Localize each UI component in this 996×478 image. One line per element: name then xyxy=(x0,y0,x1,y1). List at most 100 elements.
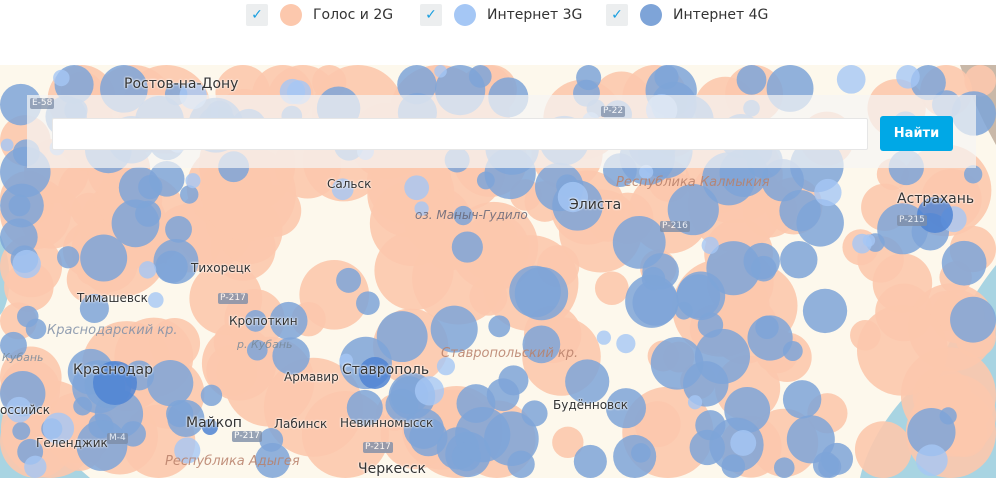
voice-2g-swatch xyxy=(280,4,302,26)
city-label: Ростов-на-Дону xyxy=(124,76,239,92)
coverage-3g-area xyxy=(616,334,636,354)
coverage-3g-area xyxy=(414,201,429,216)
coverage-3g-area xyxy=(138,261,157,279)
coverage-3g-area xyxy=(814,178,842,207)
road-badge: Р-216 xyxy=(660,221,690,232)
coverage-4g-area xyxy=(721,454,746,478)
coverage-4g-area xyxy=(12,422,31,440)
coverage-3g-area xyxy=(42,412,75,444)
internet-3g-swatch xyxy=(454,4,476,26)
city-label: Майкоп xyxy=(186,415,242,431)
city-4g-core xyxy=(93,361,137,405)
coverage-4g-area xyxy=(246,339,268,361)
coverage-4g-area xyxy=(167,399,205,437)
legend-item-internet-3g[interactable]: ✓ Интернет 3G xyxy=(420,4,582,26)
coverage-2g-area xyxy=(594,271,629,306)
city-label: Сальск xyxy=(327,177,372,191)
coverage-4g-area xyxy=(573,444,607,478)
coverage-3g-area xyxy=(434,65,447,78)
river-label: Кубань xyxy=(2,351,44,364)
coverage-3g-area xyxy=(896,65,920,89)
coverage-4g-area xyxy=(138,174,163,200)
coverage-3g-area xyxy=(147,292,164,308)
search-button[interactable]: Найти xyxy=(880,116,953,151)
coverage-4g-area xyxy=(773,457,795,478)
legend-label: Голос и 2G xyxy=(313,7,394,23)
coverage-2g-area xyxy=(149,318,201,369)
coverage-3g-area xyxy=(12,249,41,279)
coverage-4g-area xyxy=(631,443,651,463)
coverage-4g-area xyxy=(165,215,192,243)
legend-label: Интернет 4G xyxy=(673,7,769,23)
coverage-4g-area xyxy=(57,246,80,269)
coverage-4g-area xyxy=(689,429,725,466)
coverage-4g-area xyxy=(676,274,721,319)
coverage-3g-area xyxy=(185,173,201,189)
coverage-4g-area xyxy=(625,274,679,328)
coverage-3g-area xyxy=(915,444,948,477)
coverage-4g-area xyxy=(269,301,308,340)
region-label: Республика Адыгея xyxy=(165,454,300,469)
check-icon: ✓ xyxy=(251,7,263,23)
road-badge: Р-217 xyxy=(232,431,262,442)
coverage-3g-area xyxy=(687,395,703,410)
checkbox-internet-3g[interactable]: ✓ xyxy=(420,4,442,26)
legend-label: Интернет 3G xyxy=(487,7,583,23)
coverage-4g-area xyxy=(80,234,128,282)
road-badge: Р-22 xyxy=(601,106,626,117)
coverage-3g-area xyxy=(331,178,354,201)
coverage-3g-area xyxy=(436,357,456,376)
coverage-3g-area xyxy=(730,429,757,456)
coverage-4g-area xyxy=(605,388,646,429)
city-label: Лабинск xyxy=(274,417,328,431)
checkbox-internet-4g[interactable]: ✓ xyxy=(606,4,628,26)
coverage-4g-area xyxy=(964,165,983,184)
coverage-4g-area xyxy=(468,65,492,88)
coverage-4g-area xyxy=(244,310,267,332)
coverage-4g-area xyxy=(451,231,483,263)
coverage-4g-area xyxy=(939,407,957,425)
coverage-legend: ✓ Голос и 2G ✓ Интернет 3G ✓ Интернет 4G xyxy=(0,0,996,65)
road-badge: М-4 xyxy=(107,433,128,444)
checkbox-voice-2g[interactable]: ✓ xyxy=(246,4,268,26)
coverage-3g-area xyxy=(639,164,654,180)
legend-item-voice-2g[interactable]: ✓ Голос и 2G xyxy=(246,4,393,26)
legend-item-internet-4g[interactable]: ✓ Интернет 4G xyxy=(606,4,768,26)
coverage-4g-area xyxy=(941,240,987,286)
search-input[interactable] xyxy=(52,118,868,150)
coverage-4g-area xyxy=(200,384,223,407)
coverage-4g-area xyxy=(147,359,194,407)
city-label: Астрахань xyxy=(897,191,975,207)
coverage-4g-area xyxy=(521,400,548,427)
coverage-3g-area xyxy=(24,455,47,478)
coverage-4g-area xyxy=(910,65,946,101)
coverage-4g-area xyxy=(0,331,27,359)
coverage-4g-area xyxy=(488,315,511,338)
river-label: р. Кубань xyxy=(237,338,293,351)
city-label: Черкесск xyxy=(358,461,427,477)
coverage-4g-area xyxy=(180,185,199,204)
city-label: Будённовск xyxy=(553,398,628,412)
coverage-3g-area xyxy=(0,138,14,152)
coverage-4g-area xyxy=(453,205,473,226)
coverage-4g-area xyxy=(747,315,793,361)
coverage-2g-area xyxy=(850,320,881,351)
road-badge: Р-217 xyxy=(218,293,248,304)
coverage-4g-area xyxy=(507,450,535,478)
coverage-4g-area xyxy=(254,442,291,478)
coverage-3g-area xyxy=(339,353,353,368)
coverage-2g-area xyxy=(856,304,948,396)
coverage-4g-area xyxy=(111,199,160,248)
coverage-4g-area xyxy=(565,359,610,404)
coverage-4g-area xyxy=(356,291,380,316)
coverage-2g-area xyxy=(369,180,456,267)
coverage-4g-area xyxy=(0,218,38,257)
coverage-4g-area xyxy=(782,380,822,419)
coverage-4g-area xyxy=(153,238,199,284)
coverage-4g-area xyxy=(25,318,47,340)
city-4g-core xyxy=(359,357,391,389)
road-badge: Р-217 xyxy=(363,442,393,453)
city-label: оссийск xyxy=(0,403,50,417)
coverage-2g-area xyxy=(263,357,363,457)
coverage-4g-area xyxy=(786,415,835,464)
